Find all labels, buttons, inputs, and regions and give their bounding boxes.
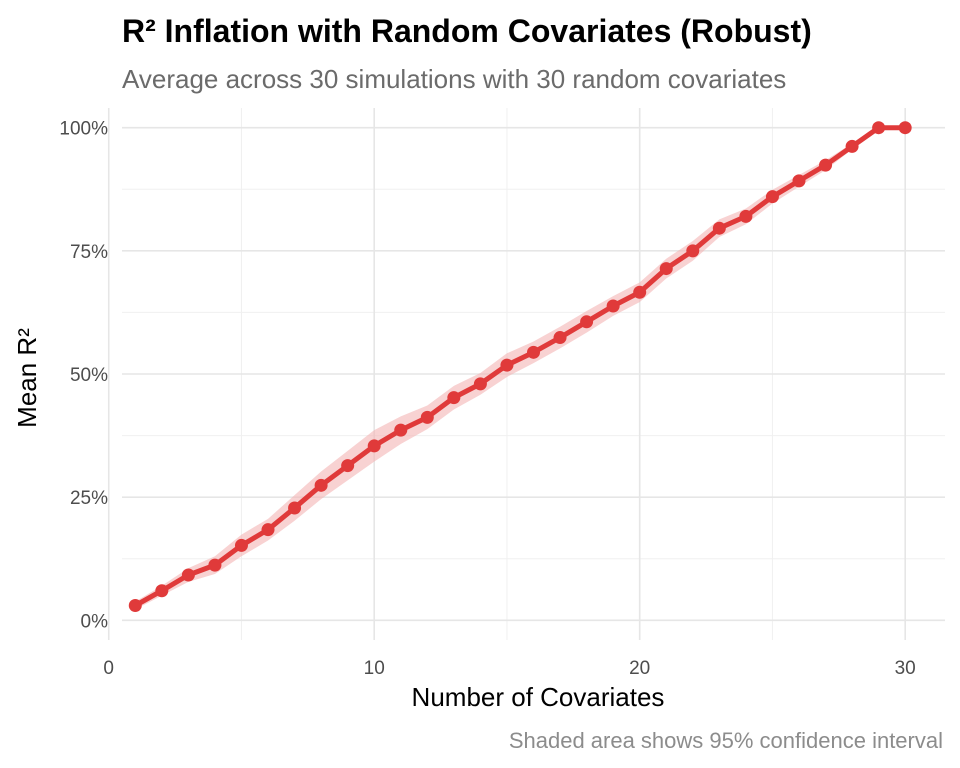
y-tick-label: 25% <box>70 488 108 509</box>
x-tick-label: 0 <box>103 658 114 679</box>
data-point <box>208 558 222 572</box>
data-point <box>181 568 195 582</box>
data-point <box>659 262 673 276</box>
x-tick-label: 30 <box>895 658 916 679</box>
x-tick-label: 20 <box>629 658 650 679</box>
data-point <box>712 221 726 235</box>
series-points <box>128 121 912 613</box>
data-point <box>155 584 169 598</box>
data-point <box>898 121 912 135</box>
data-point <box>314 478 328 492</box>
data-point <box>288 501 302 515</box>
x-tick-label: 10 <box>364 658 385 679</box>
y-tick-label: 0% <box>81 611 109 632</box>
data-point <box>633 285 647 299</box>
x-axis-ticks: 0 10 20 30 <box>103 658 915 679</box>
data-point <box>606 299 620 313</box>
data-point <box>553 331 567 345</box>
confidence-ribbon <box>135 127 906 610</box>
grid <box>107 108 945 640</box>
data-point <box>420 410 434 424</box>
data-point <box>527 345 540 359</box>
y-tick-label: 50% <box>70 365 108 386</box>
chart-caption: Shaded area shows 95% confidence interva… <box>509 728 943 753</box>
x-axis-title: Number of Covariates <box>412 682 665 712</box>
chart-title: R² Inflation with Random Covariates (Rob… <box>122 13 812 49</box>
data-point <box>473 377 487 391</box>
data-point <box>261 523 275 537</box>
data-point <box>234 538 248 552</box>
data-point <box>341 459 355 473</box>
data-point <box>819 158 833 172</box>
data-point <box>367 439 381 453</box>
y-axis-ticks: 0% 25% 50% 75% 100% <box>59 119 108 633</box>
data-point <box>792 174 806 188</box>
data-point <box>128 599 142 613</box>
data-point <box>500 358 514 372</box>
data-point <box>394 423 408 437</box>
y-tick-label: 75% <box>70 242 108 263</box>
y-axis-title: Mean R² <box>12 328 42 428</box>
data-point <box>447 391 461 405</box>
chart-subtitle: Average across 30 simulations with 30 ra… <box>122 64 786 94</box>
y-tick-label: 100% <box>59 119 108 140</box>
data-point <box>580 315 594 329</box>
data-point <box>845 139 859 153</box>
data-point <box>872 121 886 135</box>
data-point <box>686 244 700 258</box>
data-point <box>739 209 753 223</box>
data-point <box>765 190 779 204</box>
